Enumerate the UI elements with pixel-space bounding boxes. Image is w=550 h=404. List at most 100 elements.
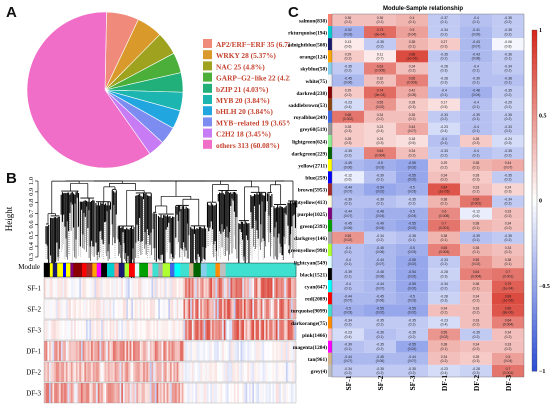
heatmap-cell-label: (0.1): [409, 44, 416, 48]
heatmap-cell-label: (0.2): [505, 178, 512, 182]
heatmap-row-label: darkorange(75): [291, 320, 327, 327]
heatmap-cell: [428, 74, 460, 87]
heatmap-cell: [332, 159, 364, 172]
heatmap-cell-label: -0.44: [344, 210, 352, 214]
heatmap-cell: [460, 62, 492, 75]
heatmap-cell: [428, 98, 460, 111]
heatmap-cell-label: 0.33: [505, 210, 512, 214]
heatmap-cell: [364, 183, 396, 196]
module-row-label: Module: [18, 263, 40, 271]
pie-legend-label-4: bZIP 21 (4.03%): [216, 85, 269, 94]
module-strip-segment: [124, 263, 130, 277]
heatmap-cell: [428, 207, 460, 220]
heatmap-cell-label: (0.07): [504, 165, 513, 169]
heatmap-cell-label: (0.2): [345, 371, 352, 375]
heatmap-cell: [492, 243, 524, 256]
heatmap-cell-label: -0.39: [344, 270, 352, 274]
height-tick-label: 0.5: [28, 231, 35, 239]
heatmap-cell-label: -0.35: [376, 40, 384, 44]
heatmap-cell-label: (0.4): [345, 105, 352, 109]
heatmap-cell-label: (0.06): [376, 299, 385, 303]
heatmap-cell-label: (0.1): [441, 20, 448, 24]
heatmap-cell-label: (0.07): [376, 286, 385, 290]
module-strip-segment: [49, 263, 54, 277]
heatmap-cell-label: (0.6): [345, 44, 352, 48]
heatmap-cell-label: 0.27: [441, 40, 448, 44]
heatmap-cell-label: -0.35: [472, 331, 480, 335]
heatmap-cell: [332, 231, 364, 244]
heatmap-cell-label: (0.07): [408, 359, 417, 363]
heatmap-cell-label: (0.1): [441, 93, 448, 97]
heatmap-cell-label: -0.23: [440, 125, 448, 129]
heatmap-cell: [364, 219, 396, 232]
heatmap-cell-label: (0.02): [408, 274, 417, 278]
heatmap-cell: [364, 340, 396, 353]
heatmap-cell: [396, 195, 428, 208]
module-strip-segment: [193, 263, 202, 277]
heatmap-cell-label: (0.1): [345, 274, 352, 278]
module-swatch: [328, 256, 332, 269]
heatmap-cell-label: (6e-04): [375, 32, 386, 36]
heatmap-cell-label: (0.6): [473, 214, 480, 218]
heatmap-cell-label: (0.3): [441, 81, 448, 85]
pie-legend-swatch-8: [203, 128, 212, 138]
heatmap-column-label: SF-3: [408, 375, 417, 390]
heatmap-cell-label: (0.2): [441, 262, 448, 266]
height-tick-label: 0.7: [28, 209, 35, 218]
heatmap-cell-label: (0.2): [377, 117, 384, 121]
heatmap-cell-label: (0.3): [345, 141, 352, 145]
heatmap-cell-label: (0.3): [441, 44, 448, 48]
heatmap-row-label: turquoise(9099): [291, 308, 327, 315]
heatmap-cell-label: (0.4): [377, 129, 384, 133]
heatmap-cell-label: (0.2): [441, 32, 448, 36]
heatmap-cell-label: (1e-06): [407, 57, 418, 61]
heatmap-cell: [332, 219, 364, 232]
heatmap-cell: [492, 147, 524, 160]
heatmap-cell-label: -0.5: [345, 306, 351, 310]
heatmap-cell: [428, 135, 460, 148]
heatmap-cell-label: (0.2): [377, 81, 384, 85]
module-swatch: [328, 74, 332, 87]
heatmap-cell-label: -0.5: [409, 185, 415, 189]
heatmap-cell-label: (0.2): [377, 347, 384, 351]
heatmap-cell-label: (0.004): [471, 274, 482, 278]
heatmap-cell: [428, 38, 460, 51]
colorbar-tick-label: 1: [539, 28, 542, 34]
heatmap-cell-label: -0.06: [504, 40, 512, 44]
pie-legend-swatch-1: [203, 50, 212, 60]
module-swatch: [328, 98, 332, 111]
heatmap-cell: [364, 171, 396, 184]
heatmap-cell-label: -0.23: [344, 331, 352, 335]
module-swatch: [328, 50, 332, 63]
module-strip-segment: [152, 263, 159, 277]
module-strip-segment: [57, 263, 64, 277]
heatmap-cell-label: -0.4: [441, 137, 447, 141]
heatmap-cell-label: 0.38: [505, 258, 512, 262]
sample-trait-strips: SF-1 SF-2 SF-3 DF-1 DF-2 DF-3: [26, 277, 297, 404]
heatmap-cell: [396, 62, 428, 75]
heatmap-cell-label: (0.03): [408, 190, 417, 194]
heatmap-cell-label: -0.35: [408, 319, 416, 323]
heatmap-cell-label: -0.4: [473, 125, 479, 129]
heatmap-cell-label: (5e-04): [375, 93, 386, 97]
heatmap-row-label: grey60(519): [300, 126, 327, 133]
heatmap-cell: [364, 110, 396, 123]
heatmap-row-label: darkturquoise(194): [288, 29, 327, 36]
heatmap-cell-label: -0.35: [504, 234, 512, 238]
heatmap-cell-label: (0.1): [409, 20, 416, 24]
heatmap-cell-label: 0.85: [505, 306, 512, 310]
pie-legend-label-5: MYB 20 (3.84%): [216, 96, 270, 105]
heatmap-cell-label: 0.65: [409, 77, 416, 81]
heatmap-cell-label: (0.1): [473, 117, 480, 121]
heatmap-cell-label: -0.52: [344, 28, 352, 32]
heatmap-row-label: pink(1466): [302, 332, 327, 339]
module-strip-segment: [215, 263, 221, 277]
heatmap-cell-label: (0.1): [377, 202, 384, 206]
module-strip-segment: [101, 263, 108, 277]
module-strip-segment: [63, 263, 67, 277]
heatmap-cell-label: (0.2): [505, 226, 512, 230]
module-strip-segment: [148, 263, 153, 277]
heatmap-cell-label: 0.7: [506, 270, 511, 274]
heatmap-cell-label: (0.07): [472, 44, 481, 48]
heatmap-cell-label: -0.54: [408, 270, 416, 274]
